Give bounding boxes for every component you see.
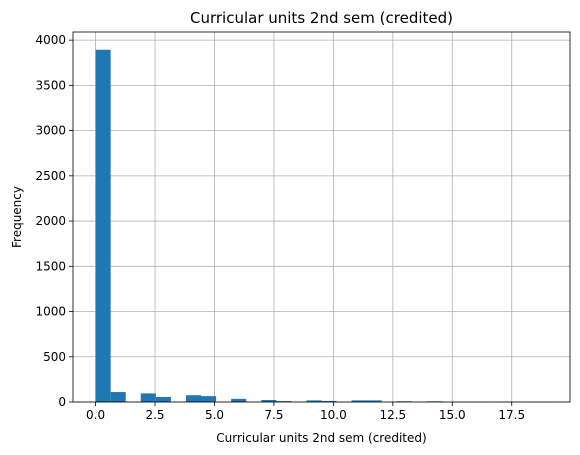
x-tick-label: 2.5 <box>145 408 164 422</box>
y-tick-label: 1500 <box>35 259 66 273</box>
histogram-bar <box>276 401 292 402</box>
histogram-bar <box>140 393 156 402</box>
x-tick-label: 5.0 <box>205 408 224 422</box>
y-tick-label: 1000 <box>35 305 66 319</box>
histogram-bar <box>351 400 367 402</box>
histogram-bar <box>306 400 322 402</box>
x-tick-label: 12.5 <box>379 408 406 422</box>
x-tick-label: 17.5 <box>498 408 525 422</box>
y-axis-label: Frequency <box>10 186 24 248</box>
histogram-bar <box>231 398 247 402</box>
histogram-bar <box>95 49 111 403</box>
histogram-bar <box>185 395 202 402</box>
histogram-bar <box>321 400 337 402</box>
y-tick-label: 4000 <box>35 33 66 47</box>
histogram-bar <box>201 396 217 402</box>
y-tick-label: 500 <box>43 350 66 364</box>
y-tick-label: 3500 <box>35 78 66 92</box>
x-tick-label: 15.0 <box>439 408 466 422</box>
grid-lines <box>73 32 570 403</box>
histogram-bar <box>110 392 126 402</box>
x-tick-label: 0.0 <box>86 408 105 422</box>
chart-title: Curricular units 2nd sem (credited) <box>190 9 453 27</box>
y-tick-label: 0 <box>58 395 66 409</box>
histogram-bar <box>155 397 171 402</box>
x-tick-label: 7.5 <box>264 408 283 422</box>
plot-frame <box>72 31 571 403</box>
histogram-bar <box>261 400 277 402</box>
axis-ticks: 0.0 2.5 5.0 7.5 10.0 12.5 15.0 17.5 0 500 1000 1500… <box>35 33 525 422</box>
y-tick-label: 2000 <box>35 214 66 228</box>
x-tick-label: 10.0 <box>320 408 347 422</box>
y-tick-label: 2500 <box>35 169 66 183</box>
y-tick-label: 3000 <box>35 124 66 138</box>
histogram-bar <box>366 400 382 402</box>
x-axis-label: Curricular units 2nd sem (credited) <box>216 431 426 445</box>
